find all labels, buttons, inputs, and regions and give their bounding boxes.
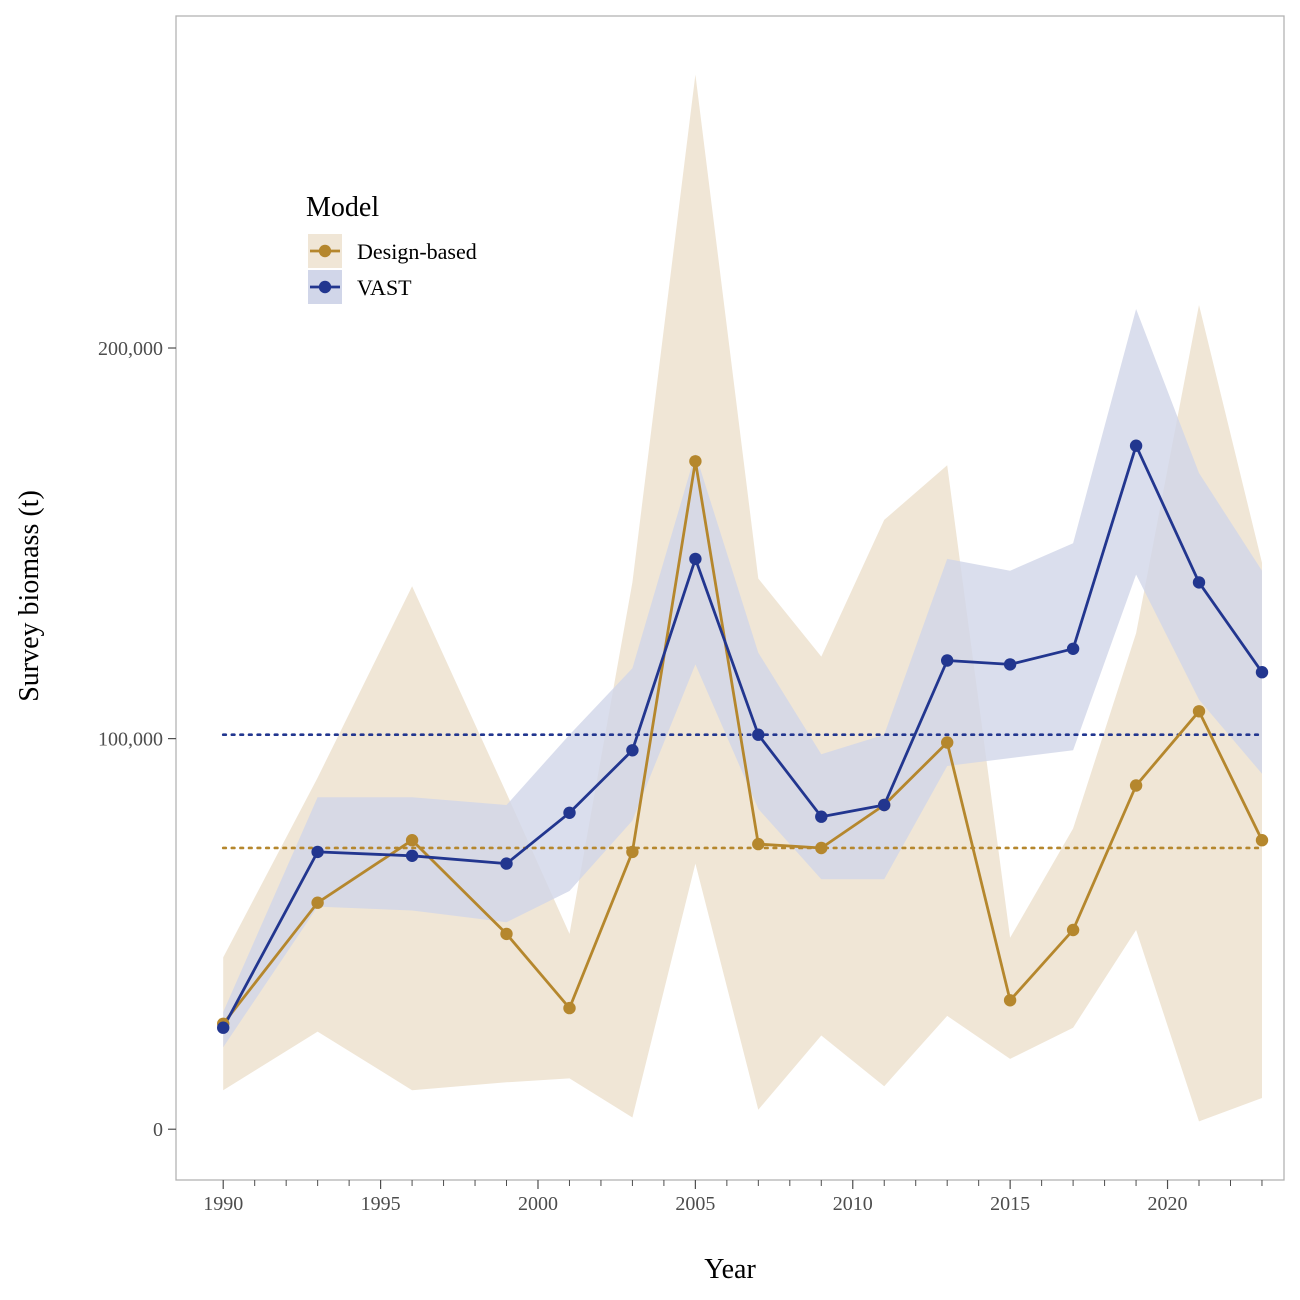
- vast-point: [689, 552, 702, 566]
- vast-point: [1255, 666, 1269, 679]
- vast-point: [752, 728, 765, 741]
- vast-line: [221, 444, 1264, 1029]
- vast-point: [626, 744, 639, 757]
- y-tick-label: 100,000: [98, 729, 163, 751]
- x-tick-label: 1995: [361, 1193, 401, 1215]
- vast-point: [941, 654, 954, 667]
- legend: Model Design-based VAST: [306, 192, 477, 304]
- vast-point: [500, 857, 513, 870]
- design-based-point: [689, 455, 702, 468]
- design-based-point: [1192, 705, 1206, 718]
- design-based-point: [311, 896, 324, 909]
- vast-legend-label: VAST: [357, 275, 412, 300]
- design-based-legend-label: Design-based: [357, 239, 477, 264]
- x-axis: 1990 1995 2000 2005 2010 2015 2020: [203, 1180, 1263, 1215]
- vast-point: [1003, 658, 1017, 671]
- vast-legend-key-point: [318, 280, 332, 294]
- x-tick-label: 1990: [203, 1193, 243, 1215]
- design-based-line: [222, 459, 1264, 1025]
- vast-point: [311, 845, 324, 859]
- y-axis: 0 100,000 200,000: [98, 338, 176, 1141]
- design-based-point: [405, 834, 419, 847]
- design-based-point: [626, 845, 639, 859]
- y-tick-label: 200,000: [98, 338, 163, 360]
- vast-point: [815, 810, 828, 823]
- design-based-legend-key-point: [318, 244, 332, 258]
- x-axis-title: Year: [704, 1254, 756, 1285]
- vast-point: [217, 1021, 230, 1034]
- x-tick-label: 2005: [675, 1193, 715, 1215]
- design-based-point: [815, 841, 828, 855]
- y-tick-label: 0: [153, 1119, 163, 1141]
- series-lines: [221, 444, 1264, 1029]
- design-based-point: [1255, 834, 1269, 847]
- vast-point: [878, 798, 891, 812]
- vast-point: [405, 849, 419, 862]
- vast-point: [563, 806, 576, 819]
- legend-title: Model: [306, 192, 379, 223]
- mean-reference-lines: [221, 733, 1264, 850]
- vast-point: [1066, 642, 1080, 655]
- legend-entries: Design-based VAST: [308, 234, 477, 304]
- x-tick-label: 2015: [990, 1193, 1030, 1215]
- vast-point: [1192, 576, 1206, 589]
- y-axis-title: Survey biomass (t): [14, 490, 45, 702]
- x-tick-label: 2020: [1148, 1193, 1188, 1215]
- plot-panel-border: [175, 15, 1285, 1181]
- x-tick-label: 2000: [518, 1193, 558, 1215]
- vast-point: [1129, 439, 1143, 452]
- x-tick-label: 2010: [833, 1193, 873, 1215]
- design-based-point: [1066, 923, 1080, 937]
- design-based-point: [752, 837, 765, 851]
- series-points: [217, 439, 1269, 1034]
- design-based-point: [1003, 994, 1017, 1007]
- design-based-point: [941, 736, 954, 749]
- design-based-point: [500, 927, 513, 941]
- design-based-point: [563, 1001, 576, 1015]
- design-based-point: [1129, 779, 1143, 792]
